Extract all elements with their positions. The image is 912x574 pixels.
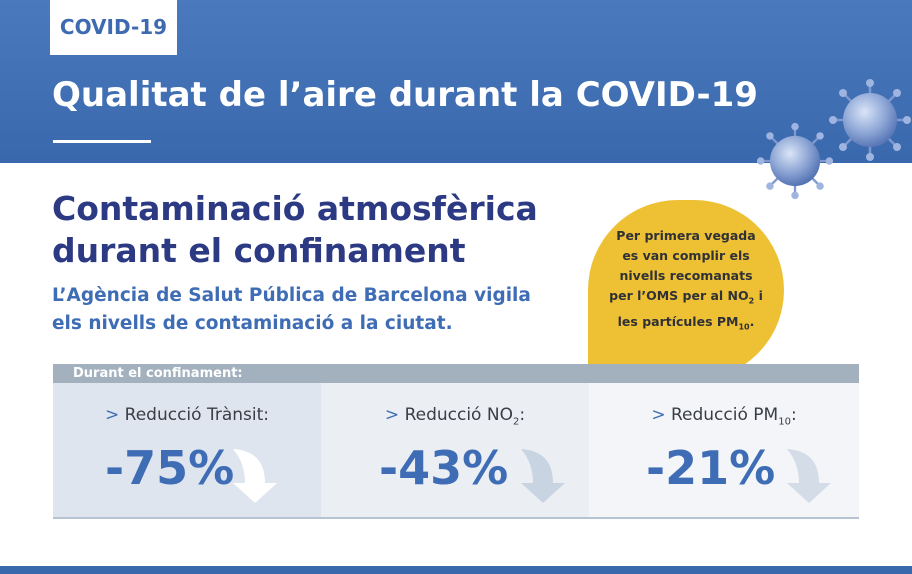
stat-label-post: :: [790, 405, 797, 425]
stat-card-traffic: > Reducció Trànsit: -75%: [53, 383, 321, 518]
chevron-right-icon: >: [651, 405, 666, 425]
bubble-text-part: i: [754, 288, 763, 303]
panel-bottom-rule: [53, 517, 859, 519]
header-banner: COVID-19 Qualitat de l’aire durant la CO…: [0, 0, 912, 163]
stat-label: > Reducció PM10:: [589, 403, 859, 434]
bubble-line: Per primera vegada: [616, 228, 756, 243]
chevron-right-icon: >: [384, 405, 400, 425]
down-arrow-icon: [787, 449, 831, 503]
down-arrow-icon: [521, 449, 565, 503]
down-arrow-icon: [233, 449, 277, 503]
chevron-right-icon: >: [105, 405, 120, 425]
stat-label-text: Reducció Trànsit:: [124, 405, 269, 425]
bubble-line: les partícules PM10.: [588, 312, 784, 338]
footer-bar: [0, 566, 912, 574]
bubble-subscript: 2: [748, 296, 755, 306]
stat-value: -75%: [105, 441, 235, 495]
covid-tag: COVID-19: [50, 0, 177, 55]
info-bubble: Per primera vegada es van complir els ni…: [588, 200, 784, 380]
stat-value: -21%: [646, 441, 776, 495]
virus-icon: [756, 122, 834, 200]
section-title-line: Contaminació atmosfèrica: [52, 189, 538, 228]
subtitle-line: L’Agència de Salut Pública de Barcelona …: [52, 285, 531, 306]
bubble-subscript: 10: [738, 322, 750, 331]
stat-label-post: :: [519, 405, 526, 425]
stat-card-no2: > Reducció NO2: -43%: [321, 383, 589, 518]
section-title-line: durant el confinament: [52, 231, 466, 270]
stat-label-text: Reducció PM: [670, 405, 779, 425]
bubble-text: Per primera vegada es van complir els ni…: [588, 226, 784, 337]
title-underline: [53, 140, 151, 143]
virus-icon: [829, 79, 911, 161]
section-title: Contaminació atmosfèrica durant el confi…: [52, 188, 538, 272]
stat-label-text: Reducció NO: [404, 405, 513, 425]
stat-label: > Reducció NO2:: [321, 403, 589, 434]
stat-subscript: 2: [512, 416, 520, 428]
bubble-text-part: les partícules PM: [617, 313, 739, 329]
subtitle-line: els nivells de contaminació a la ciutat.: [52, 313, 453, 334]
bubble-text-part: per l’OMS per al NO: [609, 288, 749, 303]
stat-subscript: 10: [778, 416, 791, 428]
bubble-line: es van complir els: [622, 248, 750, 263]
panel-header: Durant el confinament:: [53, 364, 859, 383]
bubble-line: per l’OMS per al NO2 i: [588, 286, 784, 312]
stat-value: -43%: [379, 441, 509, 495]
page-title: Qualitat de l’aire durant la COVID-19: [52, 75, 758, 115]
bubble-line: nivells recomanats: [619, 268, 753, 283]
stat-label: > Reducció Trànsit:: [53, 403, 321, 427]
stat-card-pm10: > Reducció PM10: -21%: [589, 383, 859, 518]
panel-header-label: Durant el confinament:: [73, 366, 243, 381]
bubble-text-part: .: [749, 313, 755, 329]
section-subtitle: L’Agència de Salut Pública de Barcelona …: [52, 282, 531, 338]
